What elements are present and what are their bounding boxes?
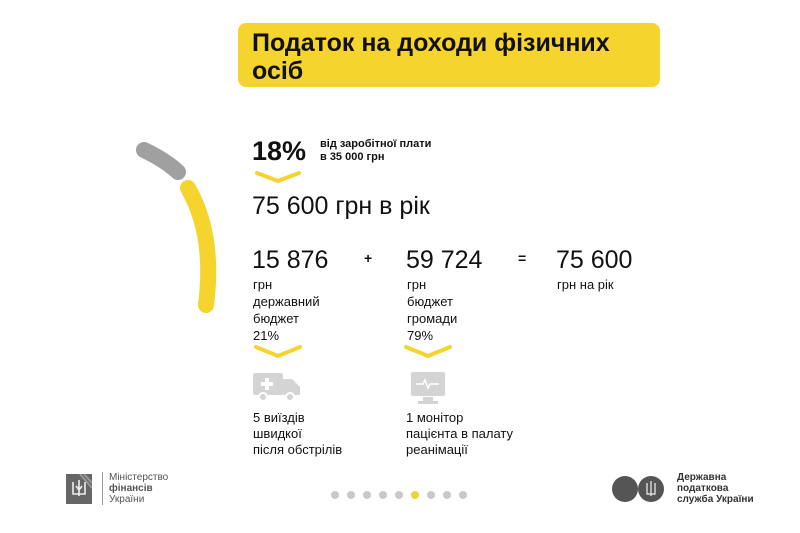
chevron-down-icon (404, 345, 452, 359)
tax-rate-description: від заробітної плати в 35 000 грн (320, 138, 431, 164)
monitor-line3: реанімації (406, 442, 468, 457)
trident-emblem-icon (66, 473, 92, 504)
slide-pagination (331, 491, 467, 499)
rate-desc-line1: від заробітної плати (320, 138, 432, 150)
tax-rate-percent: 18% (252, 136, 307, 166)
ministry-finance-logo: Міністерство фінансів України (66, 472, 168, 505)
state-budget-amount: 15 876 (252, 246, 329, 274)
community-budget-label: грн бюджет громади 79% (407, 276, 457, 344)
page-dot-2[interactable] (347, 491, 355, 499)
tax-line2: податкова (677, 483, 729, 494)
page-dot-1[interactable] (331, 491, 339, 499)
tax-line3: служба України (677, 494, 754, 505)
ambulance-line3: після обстрілів (253, 442, 343, 457)
tax-service-text: Державна податкова служба України (677, 472, 754, 505)
state-share: 21% (253, 328, 280, 343)
rate-desc-line2: в 35 000 грн (320, 151, 385, 163)
ministry-line1: Міністерство (109, 472, 169, 483)
ambulance-description: 5 виїздів швидкої після обстрілів (253, 410, 342, 458)
monitor-description: 1 монітор пацієнта в палату реанімації (406, 410, 513, 458)
page-dot-6-active[interactable] (411, 491, 419, 499)
tax-service-logo: Державна податкова служба України (611, 472, 754, 505)
monitor-line1: 1 монітор (406, 410, 464, 425)
tax-service-emblem-icon (612, 475, 664, 502)
total-label: грн на рік (557, 276, 614, 293)
ministry-line2: фінансів (109, 483, 153, 494)
ambulance-line1: 5 виїздів (253, 410, 305, 425)
page-dot-5[interactable] (395, 491, 403, 499)
state-currency: грн (253, 277, 273, 292)
ambulance-icon (253, 373, 300, 402)
annual-total: 75 600 грн в рік (252, 192, 430, 220)
page-dot-3[interactable] (363, 491, 371, 499)
ministry-line3: України (109, 494, 145, 505)
progress-arc-icon (136, 142, 217, 313)
page-title: Податок на доходи фізичних осіб (252, 29, 610, 85)
ministry-finance-text: Міністерство фінансів України (102, 472, 168, 505)
state-line3: бюджет (253, 311, 299, 326)
page-dot-7[interactable] (427, 491, 435, 499)
tax-line1: Державна (677, 472, 727, 483)
chevron-down-icon (255, 171, 301, 184)
equals-sign: = (518, 250, 527, 266)
patient-monitor-icon (411, 372, 445, 404)
ambulance-line2: швидкої (253, 426, 302, 441)
page-dot-9[interactable] (459, 491, 467, 499)
title-banner: Податок на доходи фізичних осіб (238, 23, 660, 87)
community-line3: громади (407, 311, 458, 326)
chevron-down-icon (254, 345, 302, 359)
state-budget-label: грн державний бюджет 21% (253, 276, 320, 344)
total-unit: грн на рік (557, 277, 614, 292)
total-amount: 75 600 (556, 246, 633, 274)
community-currency: грн (407, 277, 427, 292)
community-line2: бюджет (407, 294, 453, 309)
state-line2: державний (253, 294, 320, 309)
community-share: 79% (407, 328, 434, 343)
monitor-line2: пацієнта в палату (406, 426, 513, 441)
community-budget-amount: 59 724 (406, 246, 483, 274)
plus-sign: + (364, 250, 373, 266)
page-dot-8[interactable] (443, 491, 451, 499)
page-dot-4[interactable] (379, 491, 387, 499)
